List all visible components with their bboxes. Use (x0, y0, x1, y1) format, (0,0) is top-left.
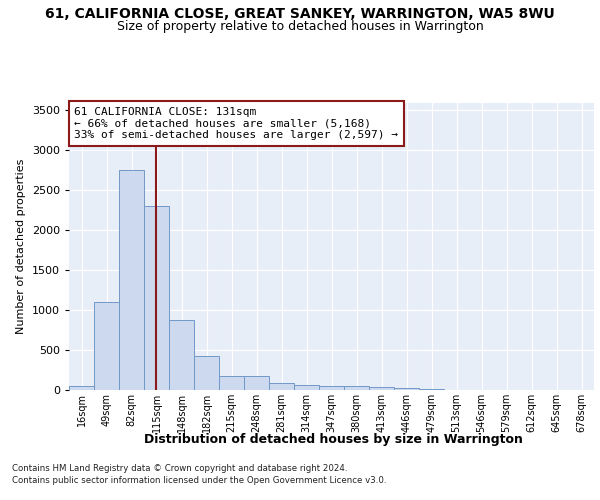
Bar (194, 356, 219, 390)
Text: Distribution of detached houses by size in Warrington: Distribution of detached houses by size … (143, 432, 523, 446)
Bar (69, 386, 94, 390)
Bar (319, 386, 344, 390)
Bar (219, 376, 244, 390)
Y-axis label: Number of detached properties: Number of detached properties (16, 158, 26, 334)
Text: 61, CALIFORNIA CLOSE, GREAT SANKEY, WARRINGTON, WA5 8WU: 61, CALIFORNIA CLOSE, GREAT SANKEY, WARR… (45, 8, 555, 22)
Bar (269, 383, 294, 390)
Bar (244, 376, 269, 390)
Text: Contains public sector information licensed under the Open Government Licence v3: Contains public sector information licen… (12, 476, 386, 485)
Bar (119, 170, 144, 390)
Bar (169, 320, 194, 390)
Bar (419, 389, 444, 390)
Bar (394, 388, 419, 390)
Bar (344, 386, 369, 390)
Text: Contains HM Land Registry data © Crown copyright and database right 2024.: Contains HM Land Registry data © Crown c… (12, 464, 347, 473)
Text: 61 CALIFORNIA CLOSE: 131sqm
← 66% of detached houses are smaller (5,168)
33% of : 61 CALIFORNIA CLOSE: 131sqm ← 66% of det… (74, 107, 398, 140)
Bar (94, 302, 119, 390)
Bar (144, 206, 169, 390)
Text: Size of property relative to detached houses in Warrington: Size of property relative to detached ho… (116, 20, 484, 33)
Bar (294, 385, 319, 390)
Bar (369, 387, 394, 390)
